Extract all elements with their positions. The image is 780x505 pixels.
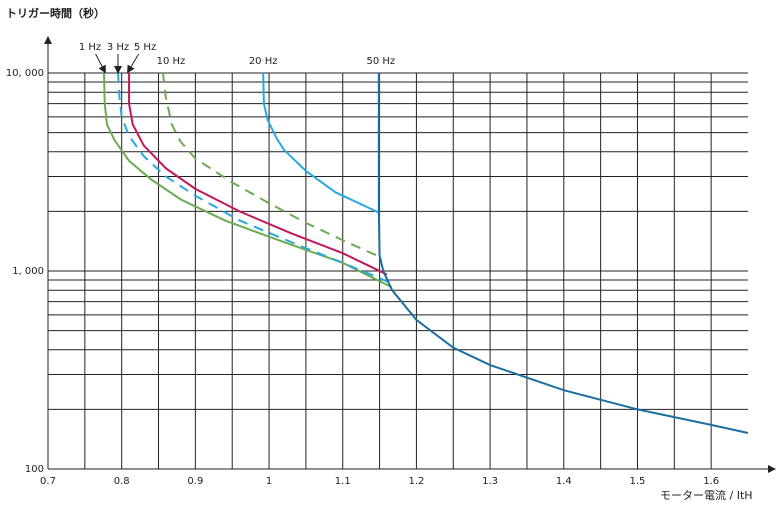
series-line bbox=[103, 72, 392, 288]
x-tick-label: 0.8 bbox=[114, 476, 130, 487]
series-line bbox=[262, 72, 379, 214]
series-line bbox=[117, 72, 389, 283]
y-tick-label: 10, 000 bbox=[6, 68, 44, 79]
x-tick-label: 0.9 bbox=[187, 476, 203, 487]
y-axis-title: トリガー時間（秒） bbox=[6, 6, 105, 20]
series-label: 3 Hz bbox=[107, 42, 129, 53]
label-arrow bbox=[126, 53, 140, 74]
series-line bbox=[161, 72, 380, 258]
series-line bbox=[377, 73, 749, 434]
series-label: 5 Hz bbox=[134, 42, 156, 53]
x-tick-label: 1.2 bbox=[408, 476, 424, 487]
x-tick-label: 1.5 bbox=[630, 476, 646, 487]
series-line bbox=[128, 73, 388, 276]
x-tick-label: 1 bbox=[266, 476, 272, 487]
x-tick-label: 1.1 bbox=[335, 476, 351, 487]
series-label: 20 Hz bbox=[249, 56, 278, 67]
x-tick-label: 1.3 bbox=[482, 476, 498, 487]
label-arrow bbox=[95, 53, 106, 74]
x-tick-label: 0.7 bbox=[40, 476, 56, 487]
x-tick-label: 1.6 bbox=[703, 476, 719, 487]
x-tick-label: 1.4 bbox=[556, 476, 572, 487]
series-label: 1 Hz bbox=[79, 42, 101, 53]
x-axis-title: モーター電流 / ItH bbox=[660, 488, 753, 502]
y-tick-label: 100 bbox=[25, 464, 44, 475]
series-label: 10 Hz bbox=[157, 56, 186, 67]
y-tick-label: 1, 000 bbox=[12, 266, 44, 277]
series-label: 50 Hz bbox=[367, 56, 396, 67]
